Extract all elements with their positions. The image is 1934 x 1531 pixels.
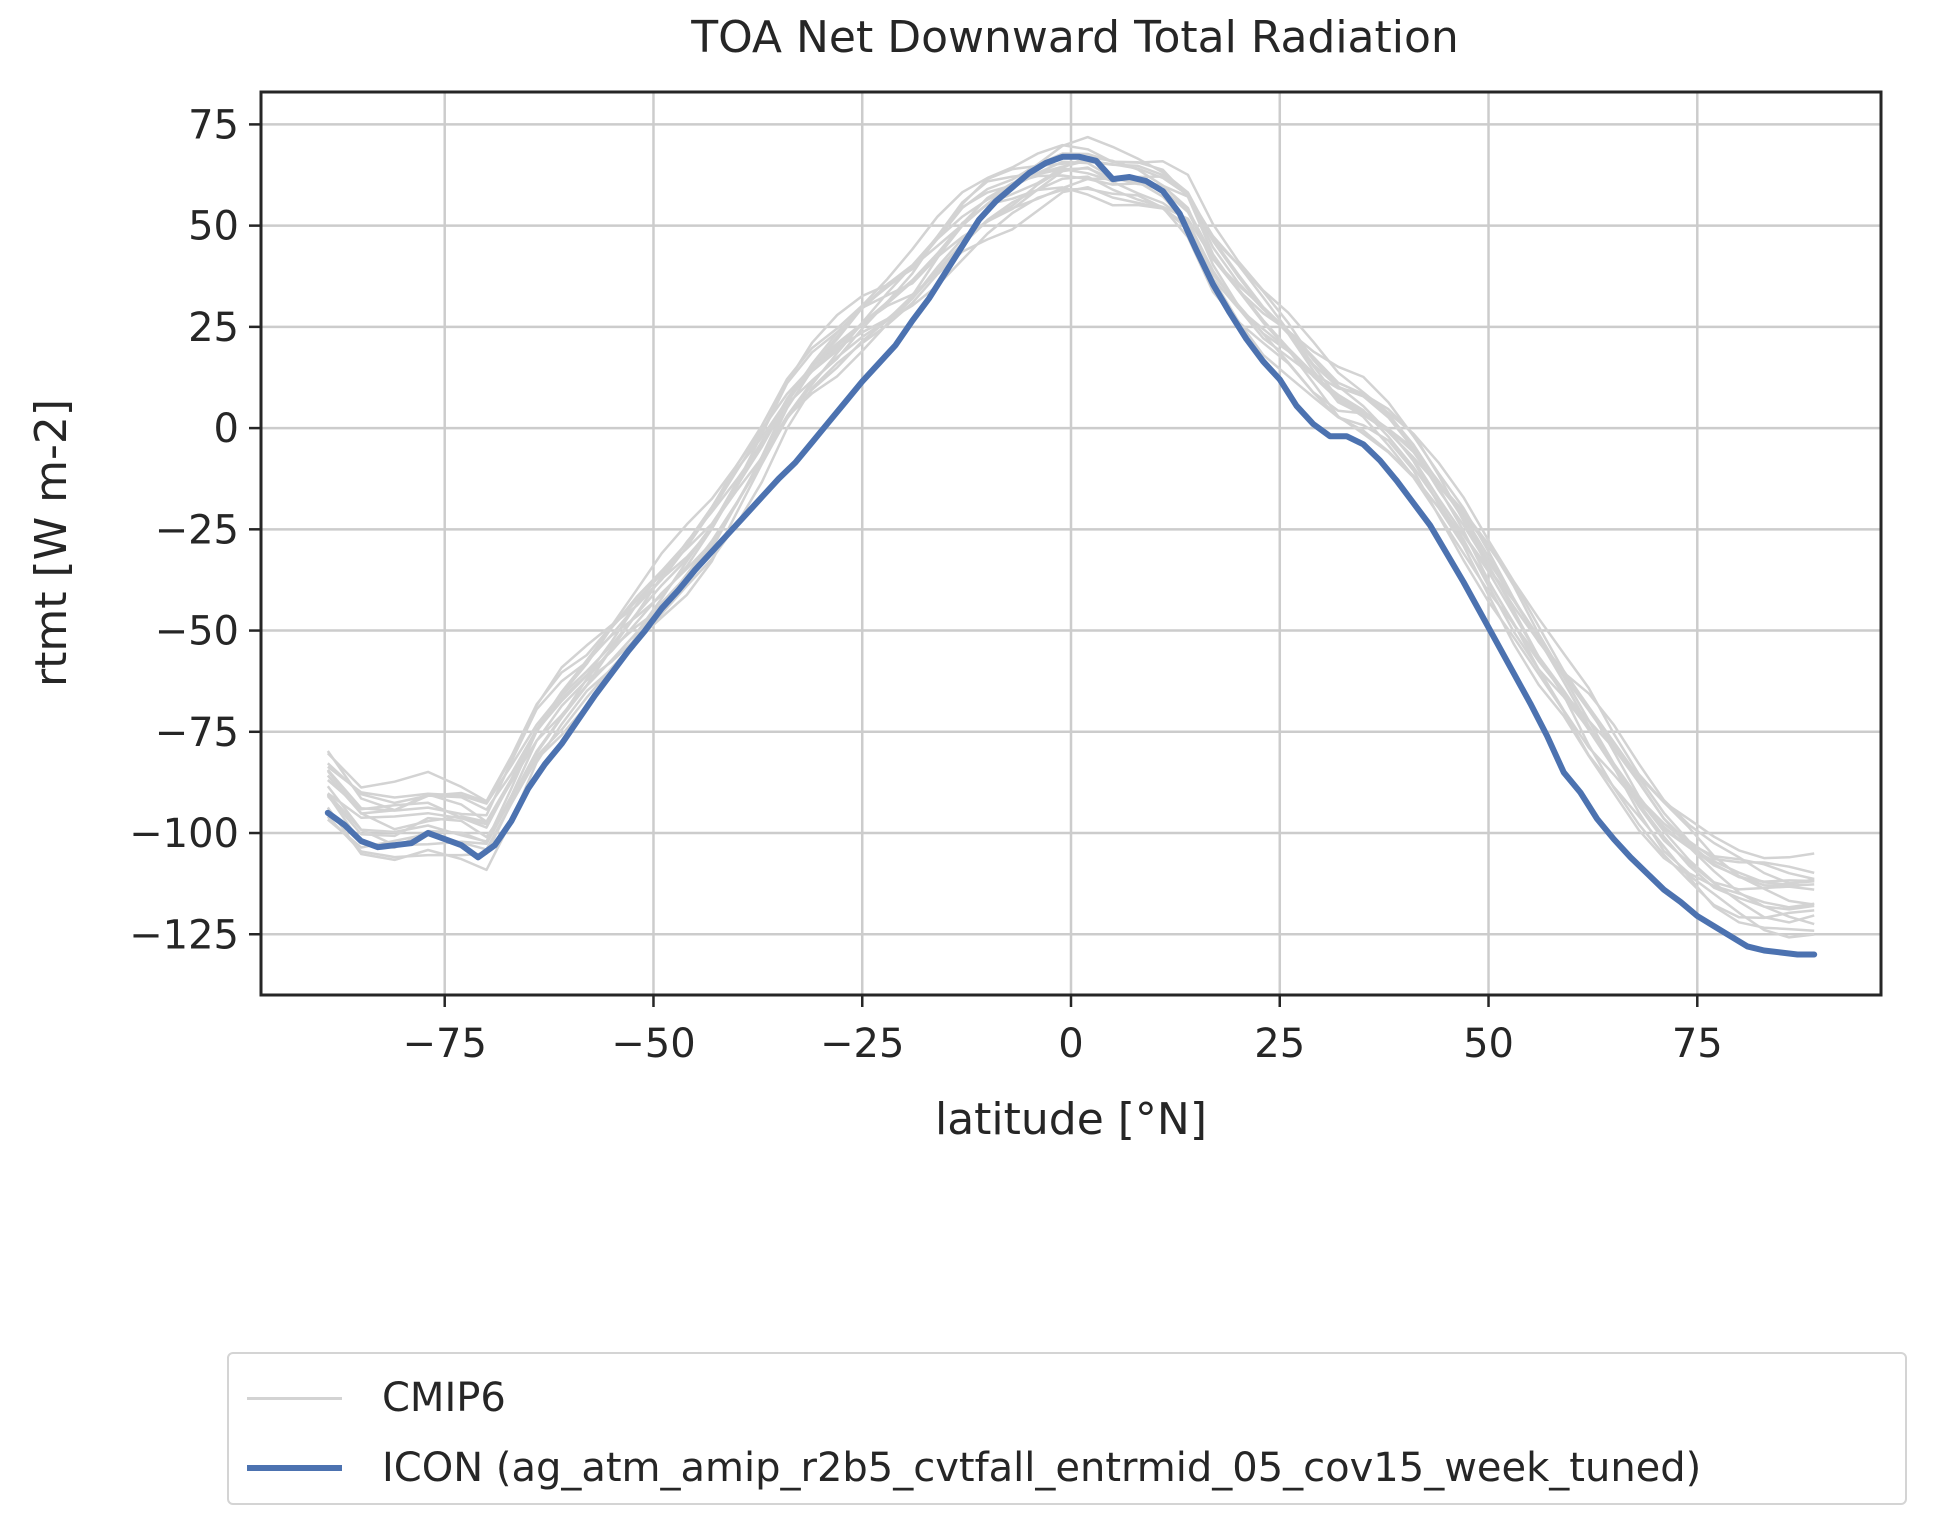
y-tick-label: 50 (188, 204, 239, 250)
x-tick-label: 75 (1672, 1021, 1723, 1067)
legend-label-cmip6: CMIP6 (382, 1375, 506, 1421)
legend-item-cmip6: CMIP6 (229, 1368, 506, 1428)
y-tick-label: −25 (155, 507, 239, 553)
y-tick-label: −125 (129, 912, 239, 958)
x-axis: −75 −50 −25 0 25 50 75 (403, 995, 1723, 1067)
cmip6-line (327, 174, 1815, 891)
chart-title: TOA Net Downward Total Radiation (690, 12, 1459, 63)
x-axis-label: latitude [°N] (935, 1094, 1207, 1145)
legend-item-icon: ICON (ag_atm_amip_r2b5_cvtfall_entrmid_0… (229, 1438, 1701, 1498)
x-tick-label: −25 (820, 1021, 904, 1067)
legend: CMIP6 ICON (ag_atm_amip_r2b5_cvtfall_ent… (227, 1352, 1907, 1505)
y-axis-label: rtmt [W m-2] (26, 399, 77, 687)
y-tick-label: −75 (155, 710, 239, 756)
cmip6-series (326, 135, 1815, 939)
x-tick-label: 50 (1463, 1021, 1514, 1067)
y-tick-label: 75 (188, 102, 239, 148)
grid (261, 92, 1881, 995)
icon-series (324, 153, 1818, 958)
x-tick-label: −75 (403, 1021, 487, 1067)
y-tick-label: 25 (188, 305, 239, 351)
x-tick-label: 0 (1058, 1021, 1083, 1067)
y-tick-label: 0 (214, 406, 239, 452)
cmip6-line (326, 166, 1815, 924)
legend-label-icon: ICON (ag_atm_amip_r2b5_cvtfall_entrmid_0… (382, 1445, 1702, 1491)
legend-swatch-cmip6 (247, 1396, 342, 1400)
cmip6-line (326, 135, 1815, 885)
y-tick-label: −50 (155, 609, 239, 655)
legend-swatch-icon (247, 1465, 342, 1471)
cmip6-line (326, 167, 1815, 883)
x-tick-label: 25 (1254, 1021, 1305, 1067)
cmip6-line (326, 187, 1815, 932)
icon-line (324, 153, 1818, 958)
x-tick-label: −50 (611, 1021, 695, 1067)
y-axis: 75 50 25 0 −25 −50 −75 −100 −125 (129, 102, 261, 958)
y-tick-label: −100 (129, 811, 239, 857)
cmip6-line (326, 143, 1815, 860)
